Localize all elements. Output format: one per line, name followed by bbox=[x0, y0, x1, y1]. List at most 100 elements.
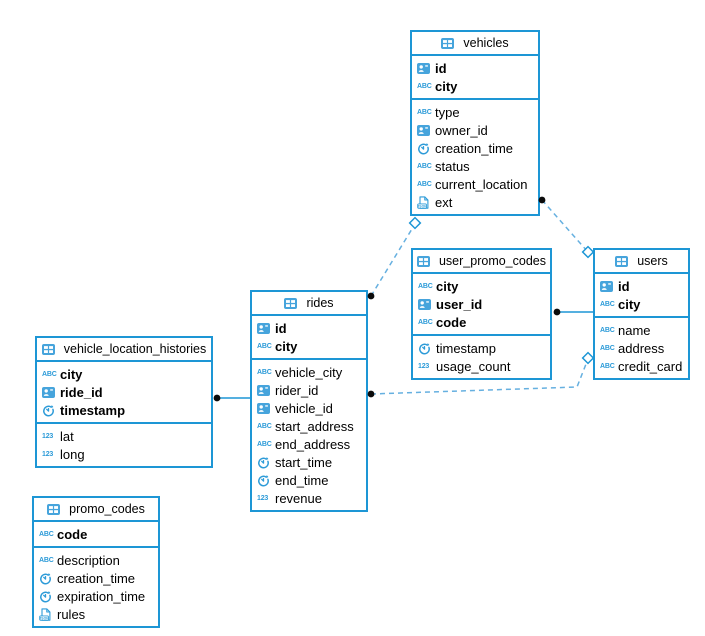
numeric-type-icon: 123 bbox=[418, 362, 430, 370]
numeric-type-icon: 123 bbox=[257, 494, 269, 502]
table-users[interactable]: users id ABC city ABC name ABC address ABC c… bbox=[593, 248, 690, 380]
column-name: vehicle_id bbox=[275, 400, 333, 416]
column-row: ABC city bbox=[595, 295, 688, 313]
uuid-icon bbox=[418, 299, 432, 310]
text-type-icon: ABC bbox=[257, 422, 272, 430]
column-row: ABC description bbox=[34, 551, 158, 569]
column-name: id bbox=[618, 278, 630, 294]
table-icon bbox=[417, 256, 431, 267]
text-type-icon: ABC bbox=[600, 344, 615, 352]
text-type-icon: ABC bbox=[418, 318, 433, 326]
column-row: owner_id bbox=[412, 121, 538, 139]
column-name: timestamp bbox=[436, 340, 496, 356]
text-type-icon: ABC bbox=[257, 440, 272, 448]
table-icon bbox=[441, 38, 455, 49]
column-row: ABC status bbox=[412, 157, 538, 175]
columns-section: ABC vehicle_city rider_id vehicle_id ABC s… bbox=[252, 360, 366, 510]
primary-key-section: ABC city ride_id timestamp bbox=[37, 362, 211, 424]
column-name: end_time bbox=[275, 472, 329, 488]
timestamp-icon bbox=[42, 404, 56, 417]
text-type-icon: ABC bbox=[418, 282, 433, 290]
uuid-icon bbox=[257, 403, 271, 414]
column-row: ABC code bbox=[413, 313, 550, 331]
text-type-icon: ABC bbox=[417, 162, 432, 170]
relation-line bbox=[370, 223, 416, 297]
column-name: usage_count bbox=[436, 358, 511, 374]
text-type-icon: ABC bbox=[257, 368, 272, 376]
columns-section: ABC description creation_time expiration_… bbox=[34, 548, 158, 626]
endpoint-dot bbox=[367, 292, 375, 300]
numeric-type-icon: 123 bbox=[42, 432, 54, 440]
table-vehicles-header[interactable]: vehicles bbox=[412, 32, 538, 56]
column-row: expiration_time bbox=[34, 587, 158, 605]
table-vehicle-location-histories-header[interactable]: vehicle_location_histories bbox=[37, 338, 211, 362]
column-row: ABC code bbox=[34, 525, 158, 543]
table-rides[interactable]: rides id ABC city ABC vehicle_city rider_i… bbox=[250, 290, 368, 512]
column-name: ride_id bbox=[60, 384, 103, 400]
column-name: name bbox=[618, 322, 651, 338]
endpoint-dot bbox=[553, 308, 561, 316]
uuid-icon bbox=[257, 323, 271, 334]
column-row: rider_id bbox=[252, 381, 366, 399]
ref-diamond bbox=[408, 216, 422, 230]
column-row: ABC end_address bbox=[252, 435, 366, 453]
columns-section: 123 lat 123 long bbox=[37, 424, 211, 466]
text-type-icon: ABC bbox=[600, 300, 615, 308]
relation-vehicle-location-histories-rides[interactable] bbox=[213, 394, 250, 402]
table-rides-header[interactable]: rides bbox=[252, 292, 366, 316]
column-row: 123 usage_count bbox=[413, 357, 550, 375]
column-row: id bbox=[252, 319, 366, 337]
text-type-icon: ABC bbox=[600, 326, 615, 334]
text-type-icon: ABC bbox=[39, 530, 54, 538]
column-name: start_address bbox=[275, 418, 354, 434]
column-row: ext bbox=[412, 193, 538, 211]
column-name: type bbox=[435, 104, 460, 120]
column-row: vehicle_id bbox=[252, 399, 366, 417]
text-type-icon: ABC bbox=[42, 370, 57, 378]
column-name: end_address bbox=[275, 436, 351, 452]
primary-key-section: id ABC city bbox=[252, 316, 366, 360]
ref-diamond bbox=[581, 245, 595, 259]
column-row: ABC name bbox=[595, 321, 688, 339]
columns-section: timestamp 123 usage_count bbox=[413, 336, 550, 378]
primary-key-section: id ABC city bbox=[595, 274, 688, 318]
table-promo-codes[interactable]: promo_codes ABC code ABC description creat… bbox=[32, 496, 160, 628]
timestamp-icon bbox=[257, 474, 271, 487]
column-name: start_time bbox=[275, 454, 333, 470]
column-row: ABC city bbox=[37, 365, 211, 383]
table-title: promo_codes bbox=[69, 502, 145, 516]
column-row: 123 long bbox=[37, 445, 211, 463]
table-title: vehicles bbox=[463, 36, 509, 50]
column-name: rider_id bbox=[275, 382, 319, 398]
column-row: id bbox=[412, 59, 538, 77]
column-row: creation_time bbox=[412, 139, 538, 157]
table-user-promo-codes-header[interactable]: user_promo_codes bbox=[413, 250, 550, 274]
column-row: 123 revenue bbox=[252, 489, 366, 507]
relation-line bbox=[541, 199, 589, 253]
table-icon bbox=[284, 298, 298, 309]
primary-key-section: id ABC city bbox=[412, 56, 538, 100]
table-users-header[interactable]: users bbox=[595, 250, 688, 274]
column-row: timestamp bbox=[413, 339, 550, 357]
column-name: user_id bbox=[436, 296, 483, 312]
column-name: city bbox=[275, 338, 298, 354]
endpoint-dot bbox=[213, 394, 221, 402]
json-icon bbox=[39, 608, 53, 621]
column-name: owner_id bbox=[435, 122, 488, 138]
column-row: 123 lat bbox=[37, 427, 211, 445]
table-user-promo-codes[interactable]: user_promo_codes ABC city user_id ABC code… bbox=[411, 248, 552, 380]
column-row: user_id bbox=[413, 295, 550, 313]
table-vehicles[interactable]: vehicles id ABC city ABC type owner_id cre… bbox=[410, 30, 540, 216]
column-row: ABC type bbox=[412, 103, 538, 121]
column-name: city bbox=[436, 278, 459, 294]
table-icon bbox=[615, 256, 629, 267]
endpoint-dot bbox=[367, 390, 375, 398]
relation-user-promo-codes-users[interactable] bbox=[553, 308, 593, 316]
table-vehicle-location-histories[interactable]: vehicle_location_histories ABC city ride_… bbox=[35, 336, 213, 468]
column-row: ABC city bbox=[252, 337, 366, 355]
text-type-icon: ABC bbox=[257, 342, 272, 350]
column-name: code bbox=[57, 526, 88, 542]
numeric-type-icon: 123 bbox=[42, 450, 54, 458]
table-promo-codes-header[interactable]: promo_codes bbox=[34, 498, 158, 522]
